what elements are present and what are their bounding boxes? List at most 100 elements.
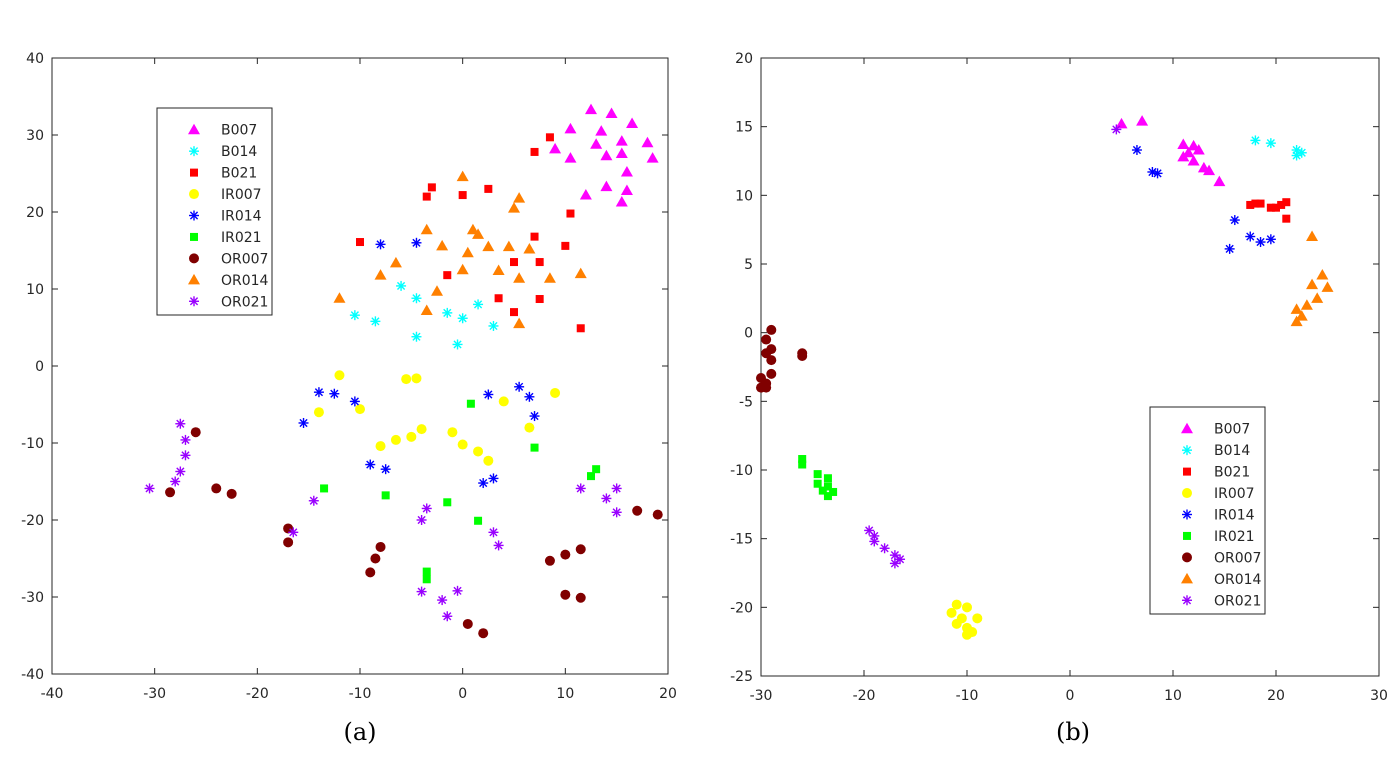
x-tick-label: 0 [458,686,467,702]
series-ir021 [798,455,838,501]
y-tick-label: 0 [35,359,44,375]
legend-marker [189,253,199,264]
data-point [288,527,299,538]
legend-label: OR021 [221,294,268,310]
data-point [180,434,191,445]
legend-label: IR014 [221,209,262,225]
data-point [1187,139,1200,151]
legend-marker [1182,552,1192,563]
axes-box-a [51,57,669,675]
data-point [442,307,453,318]
data-point [1245,231,1256,242]
data-point [1295,310,1308,321]
axes-box-b [760,57,1380,677]
legend-box [156,107,273,316]
data-point [761,334,772,345]
legend-label: IR007 [1214,486,1255,502]
data-point [620,165,633,177]
data-point [456,263,469,275]
data-point [530,443,539,452]
data-point [632,505,643,516]
data-point [513,317,526,329]
data-point [564,152,577,163]
data-point [592,465,601,474]
series-b021 [1246,198,1291,223]
y-tick-label: -30 [21,590,44,606]
data-point [962,602,972,613]
data-point [431,285,443,296]
data-point [447,427,458,438]
y-tick-label: 15 [735,120,753,136]
data-point [313,387,324,398]
data-point [482,240,495,252]
data-point [313,407,324,418]
y-tick-label: 10 [735,188,753,204]
data-point [798,455,807,464]
data-point [401,374,412,385]
data-point [513,272,526,283]
data-point [1224,243,1235,254]
panel-caption: (a) [343,718,376,746]
data-point [375,541,386,552]
data-point [375,441,386,452]
y-tick-label: -40 [21,667,44,683]
data-point [1256,199,1265,208]
data-point [535,258,544,267]
data-point [452,339,463,350]
data-point [411,373,422,384]
data-point [411,237,422,248]
data-point [457,439,468,450]
data-point [488,527,499,538]
data-point [1136,115,1149,126]
data-point [483,389,494,400]
data-point [549,142,562,154]
scatter-panel-b: -30 -20 -10 0 10 20 30 -25 -20 -15 -10 -5 0 5 10 15 20 B0… [730,51,1388,746]
data-point [484,184,493,193]
data-point [498,396,509,407]
legend-label: B014 [221,144,257,160]
data-point [1246,200,1255,209]
data-point [355,404,365,415]
legend-marker [190,232,198,241]
legend-a: B007 B014 B021 IR007 IR014 IR021 OR007 OR014 OR0… [156,107,273,316]
data-point [600,180,613,192]
data-point [590,138,603,149]
data-point [1282,214,1291,223]
data-point [564,122,577,134]
data-point [493,540,504,551]
x-tick-label: -40 [41,686,64,702]
data-point [1291,150,1302,161]
legend-box [1149,406,1266,615]
data-point [422,575,431,584]
data-point [1265,138,1276,149]
y-tick-label: -20 [21,513,44,529]
data-point [951,599,962,610]
data-point [889,550,900,561]
legend-marker [1181,422,1193,434]
data-point [829,487,838,496]
data-point [365,459,376,470]
data-point [334,370,345,381]
legend-marker [189,210,199,221]
y-tick-label: 20 [26,205,44,221]
data-point [1255,237,1266,248]
data-point [381,491,390,500]
data-point [611,507,622,518]
data-point [595,125,608,136]
data-point [530,232,539,241]
legend-label: B007 [221,123,257,139]
data-point [320,484,329,493]
data-point [458,191,467,200]
y-tick-label: -10 [730,463,753,479]
data-point [472,228,485,239]
data-point [962,629,972,640]
series-b007 [549,103,659,207]
data-point [1282,198,1291,207]
x-tick-label: -10 [349,686,372,702]
legend-marker [1182,509,1192,520]
data-point [1277,200,1286,209]
data-point [422,192,431,201]
data-point [175,466,186,477]
x-tick-label: 20 [659,686,677,702]
data-point [510,308,518,317]
